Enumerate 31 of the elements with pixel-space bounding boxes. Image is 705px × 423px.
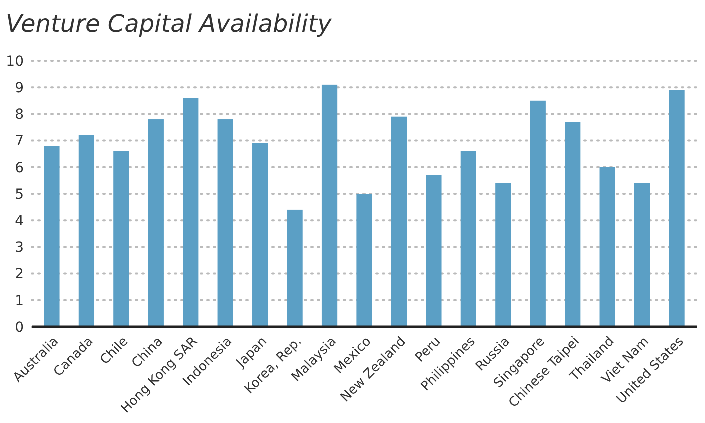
bar bbox=[114, 151, 130, 327]
bar bbox=[78, 135, 95, 327]
bar bbox=[44, 146, 60, 327]
bar bbox=[322, 84, 338, 327]
y-tick-label: 1 bbox=[15, 293, 24, 310]
bar bbox=[600, 167, 616, 327]
bar bbox=[287, 210, 303, 327]
y-tick-label: 10 bbox=[6, 54, 24, 70]
y-tick-label: 4 bbox=[15, 214, 24, 230]
y-tick-label: 3 bbox=[15, 240, 24, 256]
y-tick-label: 5 bbox=[15, 186, 24, 203]
y-tick-label: 0 bbox=[15, 320, 24, 336]
chart-title: Venture Capital Availability bbox=[6, 10, 333, 38]
bar bbox=[218, 120, 234, 327]
bar bbox=[391, 116, 408, 327]
bar bbox=[356, 194, 372, 327]
bar bbox=[148, 120, 164, 327]
y-tick-label: 7 bbox=[15, 134, 24, 150]
y-tick-label: 8 bbox=[15, 107, 24, 124]
bar bbox=[530, 100, 546, 327]
y-tick-label: 9 bbox=[15, 80, 24, 96]
bar bbox=[183, 98, 199, 327]
y-tick-label: 2 bbox=[15, 266, 24, 283]
bar bbox=[496, 183, 512, 327]
bar bbox=[669, 90, 685, 327]
y-tick-label: 6 bbox=[15, 160, 24, 176]
bar bbox=[565, 122, 581, 327]
bar bbox=[634, 183, 650, 327]
bar bbox=[252, 143, 268, 327]
bar bbox=[426, 175, 442, 327]
bar bbox=[460, 151, 476, 327]
